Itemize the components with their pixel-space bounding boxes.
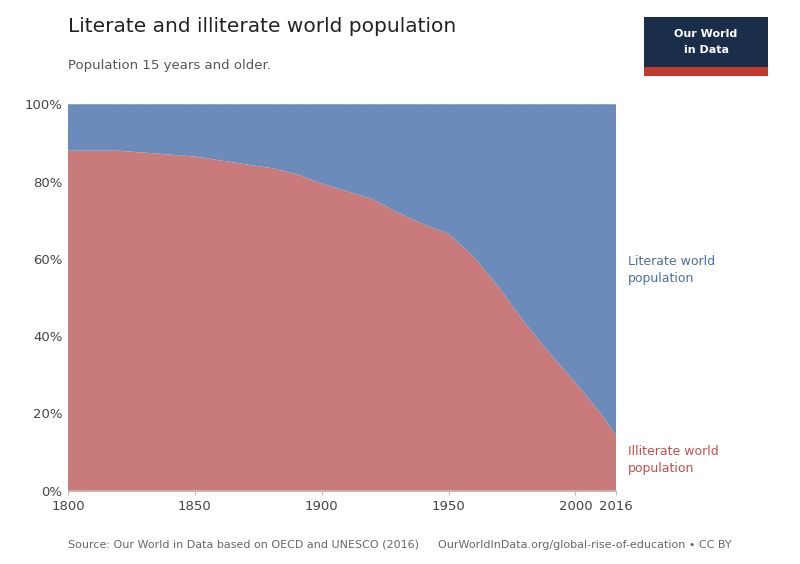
Text: Source: Our World in Data based on OECD and UNESCO (2016): Source: Our World in Data based on OECD … <box>68 540 419 550</box>
Text: Population 15 years and older.: Population 15 years and older. <box>68 59 271 72</box>
Text: Illiterate world
population: Illiterate world population <box>628 445 718 475</box>
Text: OurWorldInData.org/global-rise-of-education • CC BY: OurWorldInData.org/global-rise-of-educat… <box>438 540 732 550</box>
Text: in Data: in Data <box>683 45 729 55</box>
Text: Literate and illiterate world population: Literate and illiterate world population <box>68 17 456 36</box>
Text: Literate world
population: Literate world population <box>628 255 715 285</box>
Bar <box>644 67 768 76</box>
Text: Our World: Our World <box>674 29 738 38</box>
